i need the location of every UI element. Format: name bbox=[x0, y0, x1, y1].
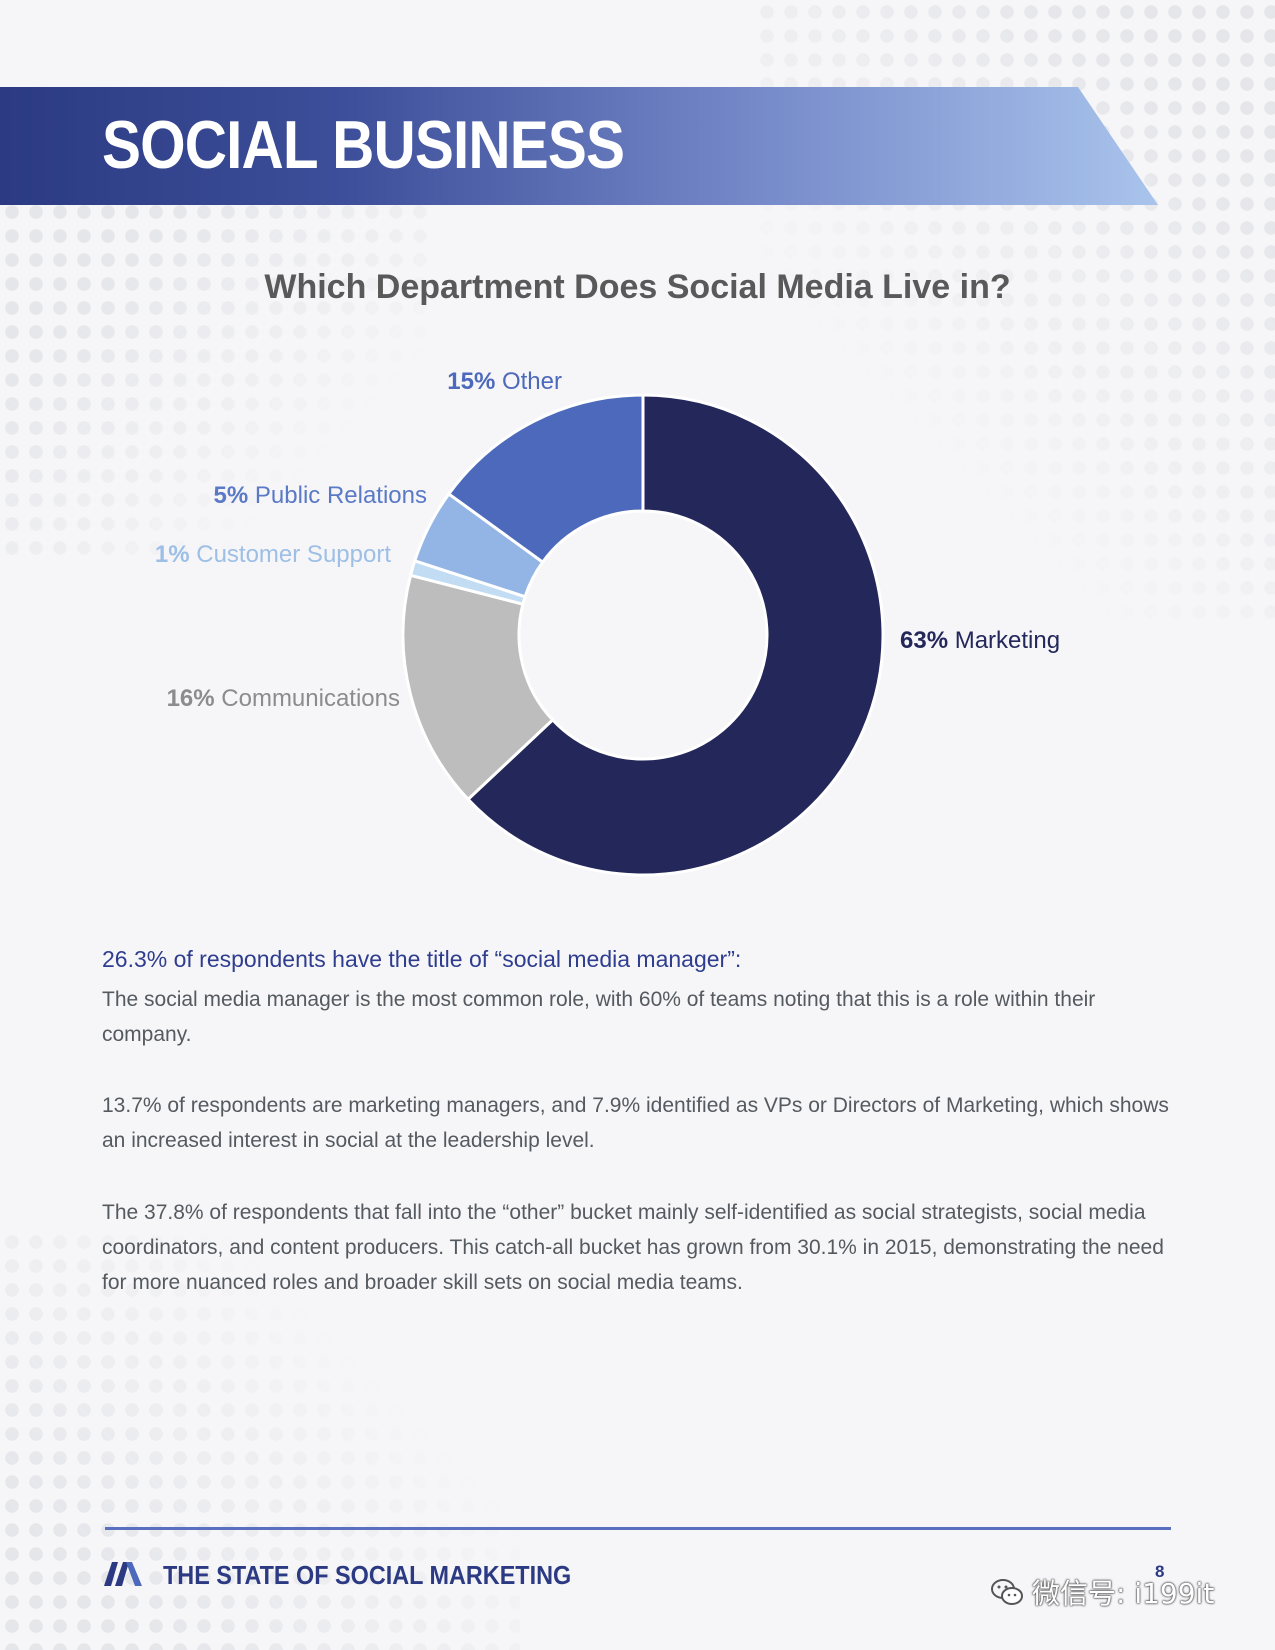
watermark-text: 微信号: i199it bbox=[1032, 1577, 1215, 1610]
donut-chart: 63% Marketing 16% Communications 1% Custom… bbox=[155, 368, 1060, 877]
label-communications: 16% Communications bbox=[167, 685, 400, 712]
label-pct-public-relations: 5% bbox=[214, 482, 255, 509]
label-pct-marketing: 63% bbox=[900, 627, 955, 654]
label-pct-customer-support: 1% bbox=[155, 541, 196, 568]
label-name-marketing: Marketing bbox=[955, 627, 1060, 654]
label-name-communications: Communications bbox=[221, 685, 400, 712]
page-title: SOCIAL BUSINESS bbox=[102, 107, 625, 183]
paragraph-3: The 37.8% of respondents that fall into … bbox=[102, 1201, 1164, 1294]
chart-title: Which Department Does Social Media Live … bbox=[264, 268, 1011, 306]
sprout-logo-icon bbox=[104, 1562, 142, 1586]
footer-report-title: THE STATE OF SOCIAL MARKETING bbox=[163, 1560, 572, 1590]
watermark: 微信号: i199it bbox=[990, 1572, 1214, 1612]
label-name-other: Other bbox=[502, 368, 562, 395]
label-pct-other: 15% bbox=[447, 368, 502, 395]
label-public-relations: 5% Public Relations bbox=[214, 482, 427, 509]
label-pct-communications: 16% bbox=[167, 685, 222, 712]
donut-slice-other bbox=[446, 393, 645, 565]
label-name-customer-support: Customer Support bbox=[196, 541, 391, 568]
paragraph-1: The social media manager is the most com… bbox=[102, 988, 1096, 1046]
label-marketing: 63% Marketing bbox=[900, 627, 1060, 654]
label-other: 15% Other bbox=[447, 368, 562, 395]
lead-statement: 26.3% of respondents have the title of “… bbox=[102, 946, 742, 972]
wechat-icon bbox=[991, 1579, 1023, 1605]
page-number: 8 bbox=[1155, 1562, 1165, 1581]
footer-divider bbox=[105, 1527, 1171, 1530]
label-customer-support: 1% Customer Support bbox=[155, 541, 391, 568]
donut-slice-communications bbox=[401, 573, 555, 802]
donut-slice-marketing bbox=[465, 393, 885, 877]
label-name-public-relations: Public Relations bbox=[255, 482, 427, 509]
paragraph-2: 13.7% of respondents are marketing manag… bbox=[102, 1094, 1169, 1152]
header-banner bbox=[0, 87, 1158, 205]
